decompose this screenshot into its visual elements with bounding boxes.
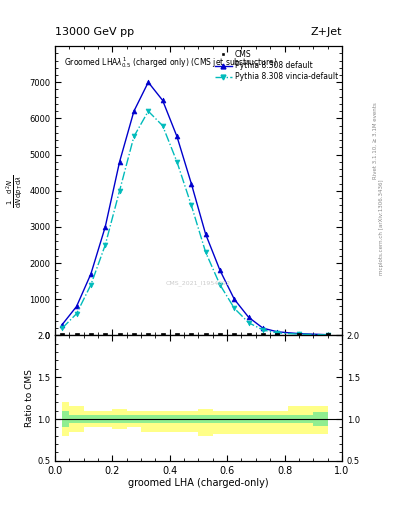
Pythia 8.308 vincia-default bbox=[132, 134, 136, 140]
Pythia 8.308 default bbox=[325, 332, 330, 338]
CMS bbox=[246, 332, 251, 338]
CMS bbox=[174, 332, 179, 338]
Pythia 8.308 default bbox=[60, 322, 64, 328]
Pythia 8.308 default bbox=[117, 159, 122, 165]
Pythia 8.308 default bbox=[189, 180, 194, 186]
CMS bbox=[297, 332, 301, 338]
Pythia 8.308 default bbox=[261, 325, 265, 331]
CMS bbox=[189, 332, 194, 338]
CMS bbox=[203, 332, 208, 338]
Pythia 8.308 default bbox=[218, 267, 222, 273]
CMS bbox=[88, 332, 93, 338]
CMS bbox=[74, 332, 79, 338]
X-axis label: groomed LHA (charged-only): groomed LHA (charged-only) bbox=[128, 478, 269, 488]
Pythia 8.308 vincia-default bbox=[174, 159, 179, 165]
Pythia 8.308 default bbox=[146, 79, 151, 86]
Pythia 8.308 default bbox=[174, 134, 179, 140]
Line: Pythia 8.308 vincia-default: Pythia 8.308 vincia-default bbox=[60, 109, 330, 337]
CMS bbox=[146, 332, 151, 338]
Line: CMS: CMS bbox=[60, 333, 330, 337]
Pythia 8.308 default bbox=[160, 97, 165, 103]
Pythia 8.308 vincia-default bbox=[218, 282, 222, 288]
Pythia 8.308 vincia-default bbox=[146, 108, 151, 114]
Pythia 8.308 vincia-default bbox=[60, 325, 64, 331]
Pythia 8.308 vincia-default bbox=[103, 242, 108, 248]
CMS bbox=[160, 332, 165, 338]
Pythia 8.308 default bbox=[232, 296, 237, 302]
Pythia 8.308 vincia-default bbox=[297, 331, 301, 337]
CMS bbox=[275, 332, 280, 338]
Y-axis label: Ratio to CMS: Ratio to CMS bbox=[25, 369, 34, 427]
Pythia 8.308 vincia-default bbox=[232, 305, 237, 311]
CMS bbox=[261, 332, 265, 338]
Pythia 8.308 vincia-default bbox=[74, 311, 79, 317]
Text: CMS_2021_I1954092: CMS_2021_I1954092 bbox=[166, 281, 231, 286]
CMS bbox=[325, 332, 330, 338]
Pythia 8.308 vincia-default bbox=[261, 327, 265, 333]
CMS bbox=[103, 332, 108, 338]
Pythia 8.308 vincia-default bbox=[246, 319, 251, 326]
Pythia 8.308 default bbox=[246, 314, 251, 321]
Pythia 8.308 vincia-default bbox=[325, 332, 330, 338]
CMS bbox=[218, 332, 222, 338]
Text: Groomed LHA$\lambda^1_{0.5}$ (charged only) (CMS jet substructure): Groomed LHA$\lambda^1_{0.5}$ (charged on… bbox=[64, 55, 277, 70]
CMS bbox=[232, 332, 237, 338]
CMS bbox=[117, 332, 122, 338]
Pythia 8.308 default bbox=[88, 271, 93, 277]
Pythia 8.308 default bbox=[275, 329, 280, 335]
Pythia 8.308 vincia-default bbox=[189, 202, 194, 208]
Pythia 8.308 default bbox=[74, 304, 79, 310]
Pythia 8.308 default bbox=[203, 231, 208, 237]
Y-axis label: $\frac{1}{\mathrm{d}N}\frac{\mathrm{d}^2N}{\mathrm{d}p_T\,\mathrm{d}\lambda}$: $\frac{1}{\mathrm{d}N}\frac{\mathrm{d}^2… bbox=[4, 174, 25, 208]
Pythia 8.308 default bbox=[297, 331, 301, 337]
Pythia 8.308 default bbox=[132, 108, 136, 114]
Text: Z+Jet: Z+Jet bbox=[310, 28, 342, 37]
Text: Rivet 3.1.10, ≥ 3.1M events: Rivet 3.1.10, ≥ 3.1M events bbox=[373, 102, 378, 179]
Pythia 8.308 vincia-default bbox=[160, 122, 165, 129]
Pythia 8.308 default bbox=[103, 224, 108, 230]
Pythia 8.308 vincia-default bbox=[88, 282, 93, 288]
Pythia 8.308 vincia-default bbox=[275, 330, 280, 336]
Text: 13000 GeV pp: 13000 GeV pp bbox=[55, 28, 134, 37]
Legend: CMS, Pythia 8.308 default, Pythia 8.308 vincia-default: CMS, Pythia 8.308 default, Pythia 8.308 … bbox=[215, 50, 338, 81]
CMS bbox=[60, 332, 64, 338]
Text: mcplots.cern.ch [arXiv:1306.3436]: mcplots.cern.ch [arXiv:1306.3436] bbox=[379, 179, 384, 275]
CMS bbox=[132, 332, 136, 338]
Pythia 8.308 vincia-default bbox=[203, 249, 208, 255]
Pythia 8.308 vincia-default bbox=[117, 188, 122, 194]
Line: Pythia 8.308 default: Pythia 8.308 default bbox=[60, 80, 330, 337]
